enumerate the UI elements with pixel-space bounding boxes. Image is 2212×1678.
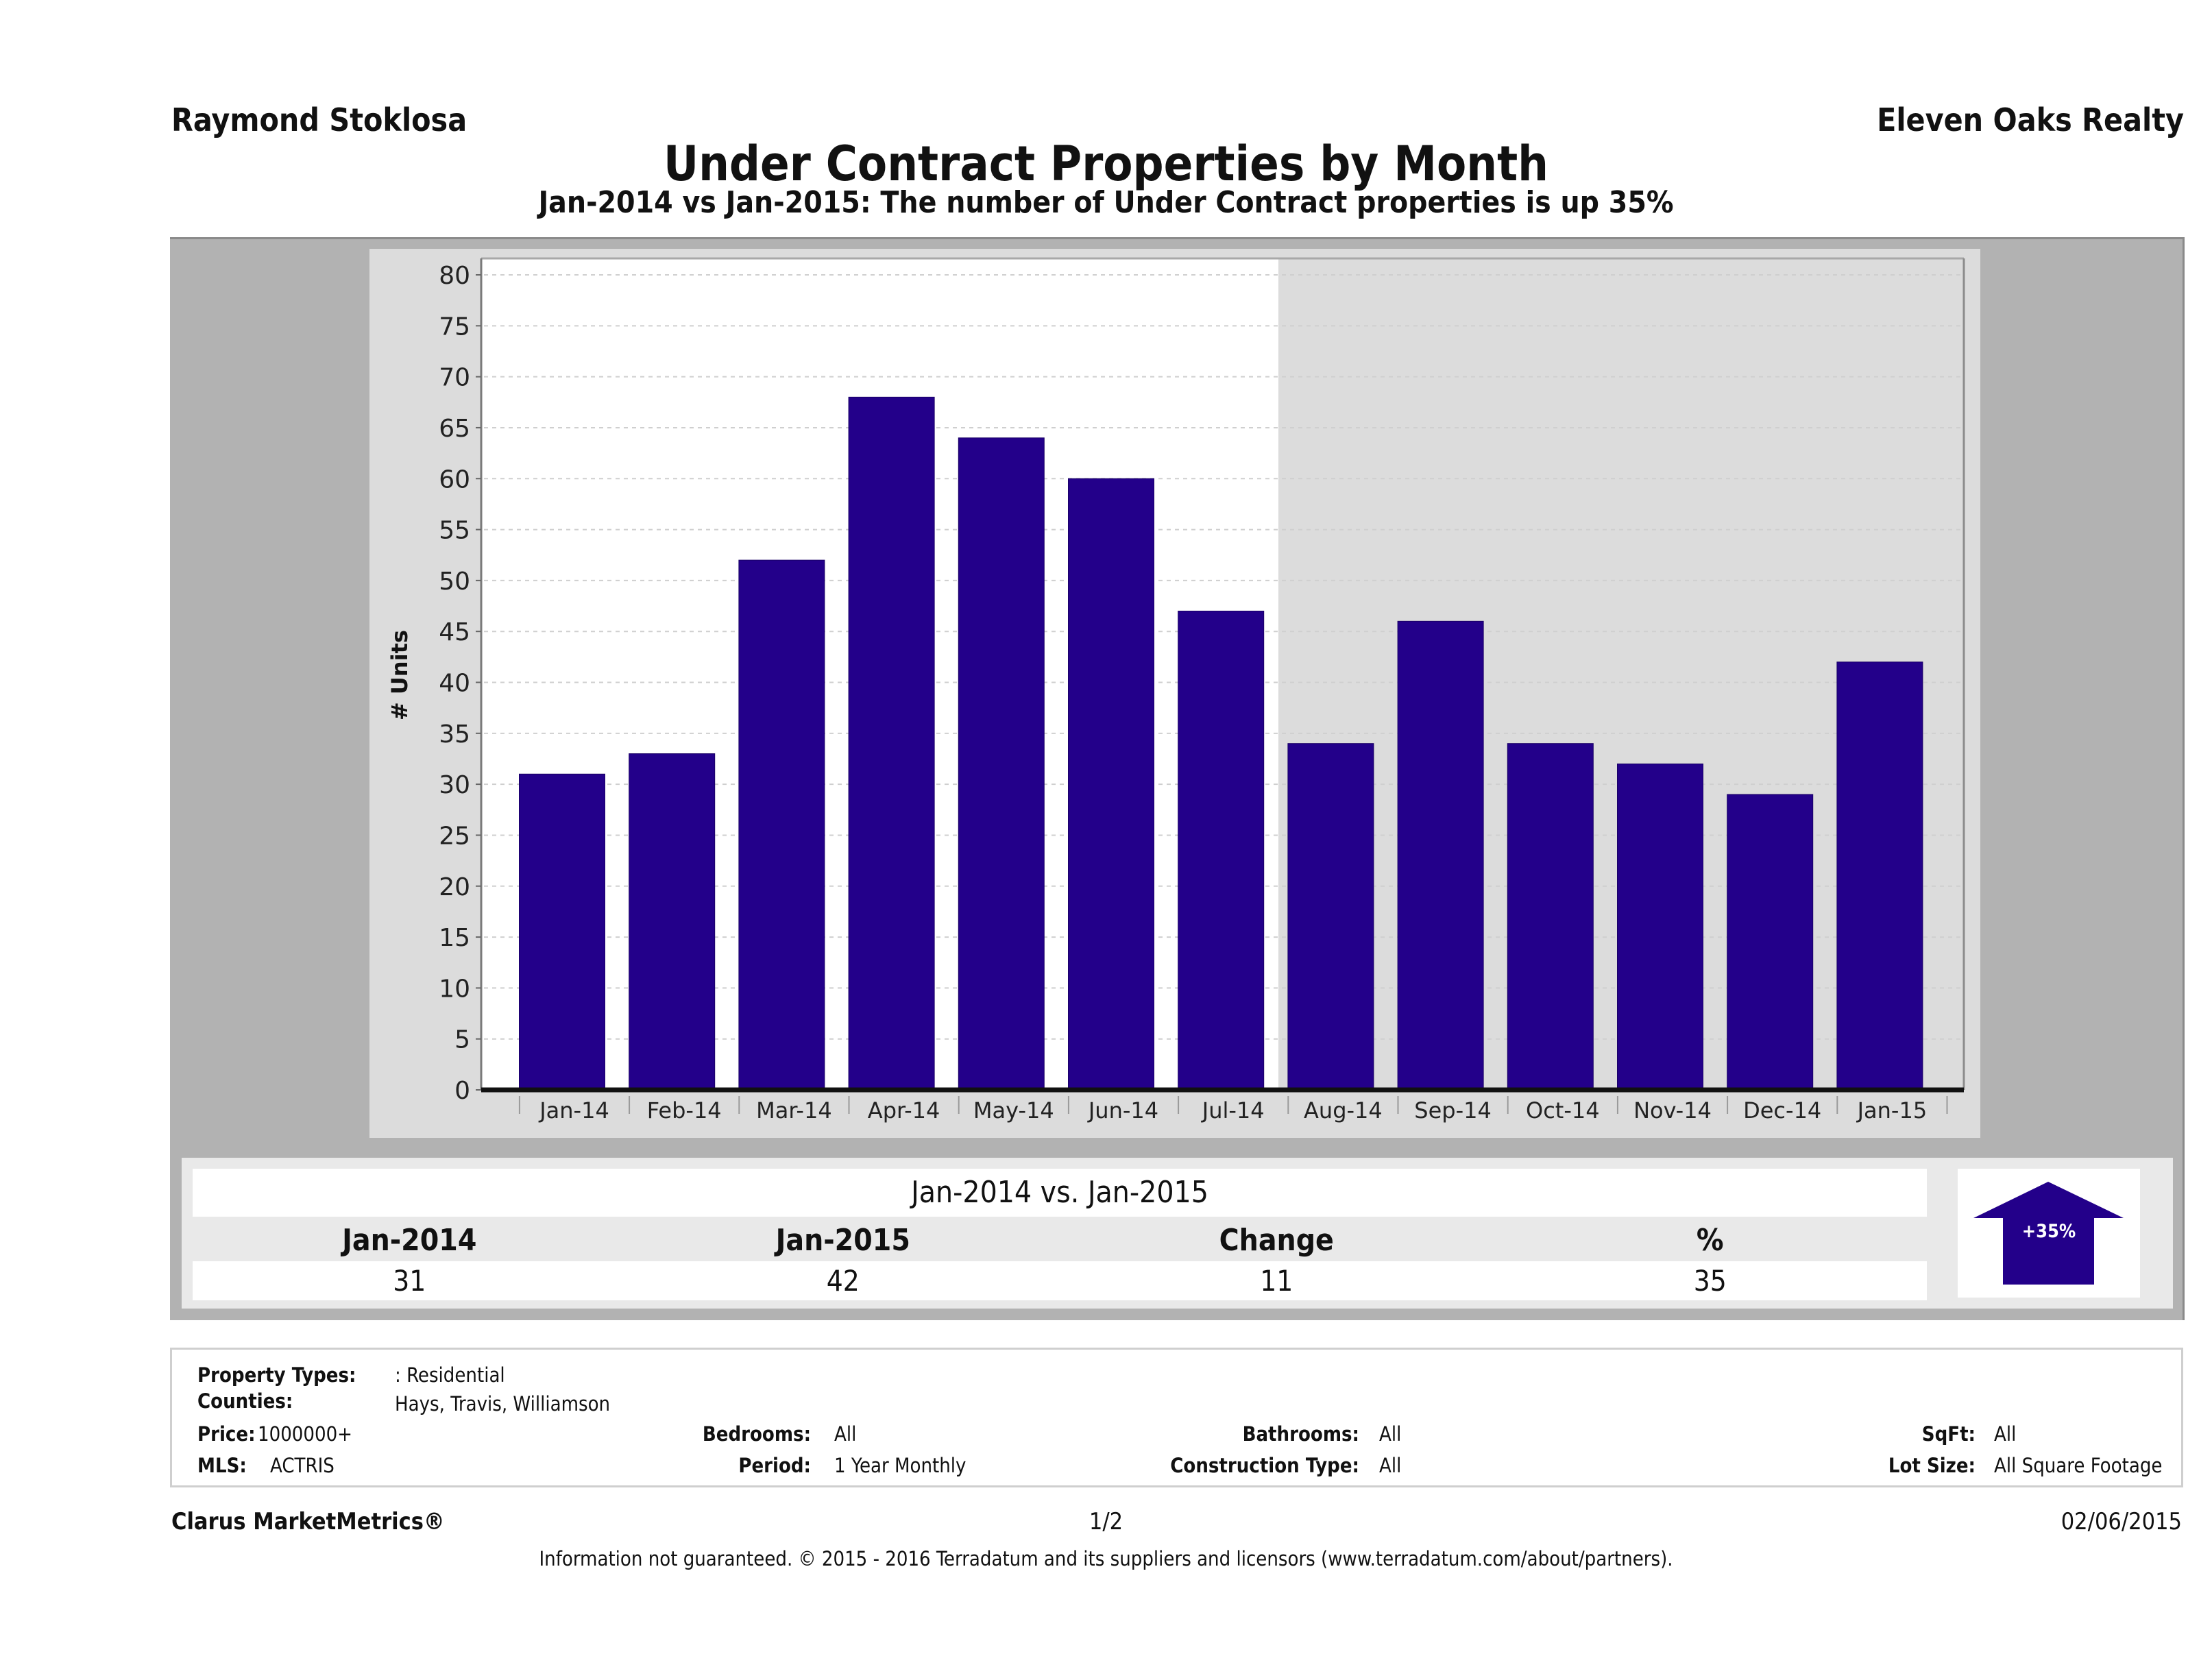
bar-chart: 0 5 10 15 20 25 30 35 40 45 50 55 60 65 70 75 80 Jan-14 F… — [387, 257, 1965, 1123]
report-criteria: Property Types: : Residential Counties: … — [170, 1348, 2183, 1487]
construction-type-value: All — [1379, 1454, 1402, 1477]
x-tick-label: Apr-14 — [868, 1097, 940, 1123]
mls-value: ACTRIS — [270, 1454, 335, 1477]
y-tick-label: 15 — [439, 924, 470, 952]
x-tick-label: Jan-14 — [538, 1097, 609, 1123]
bars — [519, 396, 1923, 1091]
price-label: Price: — [197, 1422, 256, 1446]
x-tick-label: Sep-14 — [1414, 1097, 1492, 1123]
x-tick-label: Jan-15 — [1856, 1097, 1928, 1123]
y-tick-label: 55 — [439, 517, 470, 545]
y-tick-label: 20 — [439, 873, 470, 901]
property-types-value: : Residential — [395, 1363, 505, 1387]
summary-header-jan-2015: Jan-2015 — [775, 1223, 910, 1258]
x-tick-label: Mar-14 — [756, 1097, 832, 1123]
x-tick-label: Jul-14 — [1201, 1097, 1265, 1123]
y-tick-label: 30 — [439, 771, 470, 799]
bar-dec-14 — [1727, 794, 1814, 1091]
brokerage-name: Eleven Oaks Realty — [1877, 101, 2184, 138]
bar-may-14 — [958, 437, 1045, 1091]
bar-sep-14 — [1397, 620, 1484, 1091]
y-axis-ticks: 0 5 10 15 20 25 30 35 40 45 50 55 60 65 70 75 80 — [439, 262, 481, 1105]
construction-type-label: Construction Type: — [1170, 1454, 1359, 1477]
y-tick-label: 65 — [439, 415, 470, 443]
price-value: 1000000+ — [258, 1422, 353, 1446]
bar-jan-15 — [1836, 661, 1923, 1091]
bar-jul-14 — [1178, 610, 1265, 1091]
x-tick-label: Dec-14 — [1743, 1097, 1821, 1123]
lot-size-label: Lot Size: — [1888, 1454, 1976, 1477]
y-tick-label: 80 — [439, 262, 470, 290]
bedrooms-value: All — [834, 1422, 857, 1446]
summary-title: Jan-2014 vs. Jan-2015 — [193, 1169, 1927, 1217]
bar-apr-14 — [848, 396, 935, 1091]
product-name: Clarus MarketMetrics® — [171, 1508, 445, 1535]
bar-feb-14 — [629, 753, 716, 1091]
disclaimer: Information not guaranteed. © 2015 - 201… — [539, 1547, 1673, 1570]
summary-value-change: 11 — [1260, 1264, 1293, 1298]
x-tick-label: Nov-14 — [1633, 1097, 1712, 1123]
y-tick-label: 45 — [439, 618, 470, 646]
bar-mar-14 — [738, 559, 825, 1091]
sqft-label: SqFt: — [1921, 1422, 1976, 1446]
counties-value: Hays, Travis, Williamson — [395, 1392, 611, 1415]
mls-label: MLS: — [197, 1454, 247, 1477]
y-tick-label: 10 — [439, 975, 470, 1003]
summary-header-jan-2014: Jan-2014 — [342, 1223, 477, 1258]
bar-nov-14 — [1617, 763, 1703, 1091]
chart-panel: 0 5 10 15 20 25 30 35 40 45 50 55 60 65 70 75 80 Jan-14 F… — [369, 249, 1980, 1138]
summary-value-jan-2015: 42 — [826, 1264, 860, 1298]
x-tick-label: Oct-14 — [1526, 1097, 1600, 1123]
y-tick-label: 50 — [439, 568, 470, 596]
summary-header-percent: % — [1696, 1223, 1724, 1258]
agent-name: Raymond Stoklosa — [171, 101, 467, 138]
bedrooms-label: Bedrooms: — [702, 1422, 811, 1446]
x-axis-ticks: Jan-14 Feb-14 Mar-14 Apr-14 May-14 Jun-14 Jul-… — [518, 1096, 1948, 1123]
report-title: Under Contract Properties by Month — [663, 136, 1549, 192]
y-tick-label: 70 — [439, 364, 470, 392]
summary-header-change: Change — [1219, 1223, 1334, 1258]
change-badge: +35% — [1958, 1169, 2140, 1298]
summary-value-percent: 35 — [1693, 1264, 1727, 1298]
y-tick-label: 5 — [454, 1026, 470, 1054]
x-tick-label: Feb-14 — [647, 1097, 722, 1123]
y-tick-label: 25 — [439, 822, 470, 850]
x-tick-label: Jun-14 — [1087, 1097, 1158, 1123]
counties-label: Counties: — [197, 1389, 293, 1413]
report-date: 02/06/2015 — [2061, 1508, 2182, 1535]
summary-value-row: 31 42 11 35 — [193, 1261, 1927, 1300]
x-tick-label: Aug-14 — [1304, 1097, 1383, 1123]
change-badge-label: +35% — [2021, 1221, 2076, 1242]
summary-header-row: Jan-2014 Jan-2015 Change % — [193, 1217, 1927, 1261]
y-tick-label: 40 — [439, 670, 470, 698]
sqft-value: All — [1994, 1422, 2017, 1446]
bar-jun-14 — [1068, 478, 1154, 1091]
bathrooms-label: Bathrooms: — [1242, 1422, 1359, 1446]
period-label: Period: — [738, 1454, 811, 1477]
x-tick-label: May-14 — [973, 1097, 1054, 1123]
bar-jan-14 — [519, 773, 605, 1091]
page-number: 1/2 — [1089, 1508, 1123, 1535]
bathrooms-value: All — [1379, 1422, 1402, 1446]
y-tick-label: 75 — [439, 313, 470, 341]
bar-oct-14 — [1507, 743, 1594, 1091]
report-subtitle: Jan-2014 vs Jan-2015: The number of Unde… — [538, 185, 1674, 220]
property-types-label: Property Types: — [197, 1363, 356, 1387]
y-tick-label: 60 — [439, 465, 470, 494]
period-value: 1 Year Monthly — [834, 1454, 967, 1477]
y-tick-label: 35 — [439, 720, 470, 749]
y-tick-label: 0 — [454, 1077, 470, 1105]
bar-aug-14 — [1287, 743, 1374, 1091]
lot-size-value: All Square Footage — [1994, 1454, 2163, 1477]
y-axis-label: # Units — [387, 630, 413, 720]
summary-value-jan-2014: 31 — [393, 1264, 426, 1298]
up-arrow-icon — [1973, 1182, 2124, 1285]
